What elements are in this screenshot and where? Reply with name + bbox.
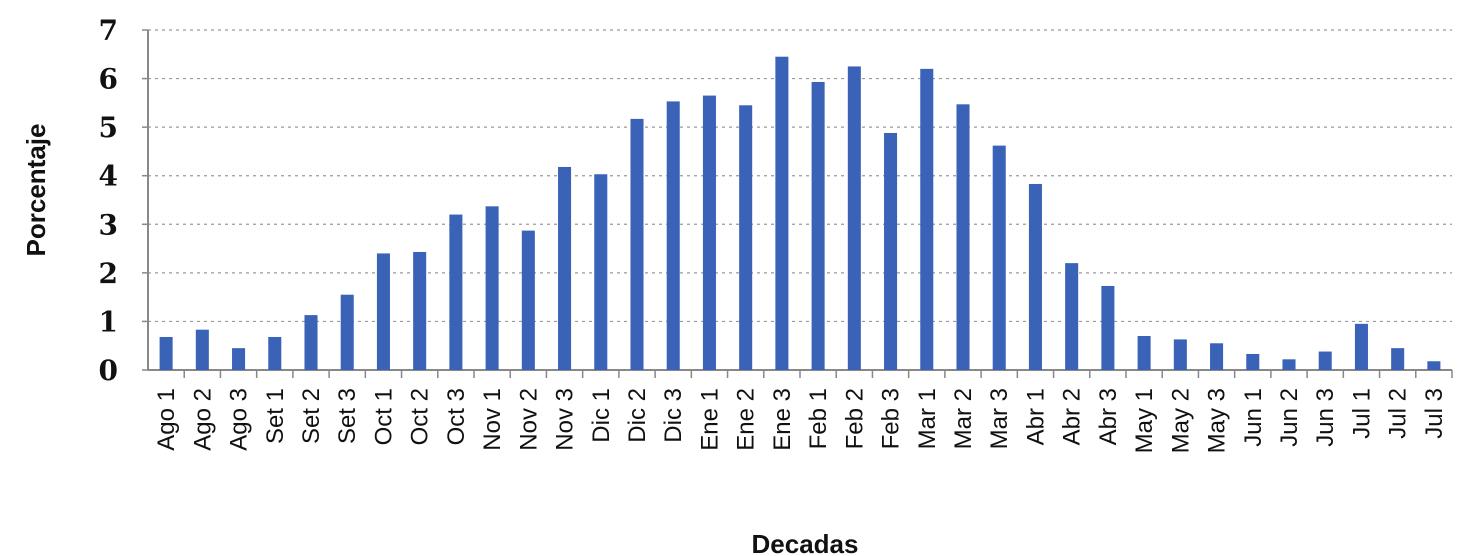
x-tick-label: Nov 3 <box>552 388 579 451</box>
x-tick-label: Feb 3 <box>878 388 905 449</box>
x-tick-label: Jul 1 <box>1348 388 1375 439</box>
bar <box>920 68 934 370</box>
x-tick-label: Oct 3 <box>443 388 470 445</box>
bar <box>340 294 354 370</box>
bar <box>449 214 463 370</box>
bar <box>413 251 427 370</box>
y-tick-label: 1 <box>99 305 118 338</box>
y-axis-title: Porcentaje <box>21 124 51 257</box>
bar <box>1101 285 1115 370</box>
x-tick-label: Set 2 <box>298 388 325 444</box>
x-tick-label: Abr 1 <box>1022 388 1049 445</box>
bar <box>1173 339 1187 370</box>
x-tick-label: Abr 2 <box>1059 388 1086 445</box>
x-tick-label: Ene 3 <box>769 388 796 451</box>
x-tick-label: Mar 2 <box>950 388 977 449</box>
bar <box>1065 263 1079 370</box>
x-tick-marks <box>183 370 1453 378</box>
x-tick-label: Mar 1 <box>914 388 941 449</box>
x-tick-label: Jun 1 <box>1240 388 1267 447</box>
x-tick-label: Set 3 <box>334 388 361 444</box>
x-tick-label: May 3 <box>1204 388 1231 453</box>
bars <box>159 56 1441 371</box>
x-tick-label: May 2 <box>1167 388 1194 453</box>
x-tick-label: Nov 2 <box>515 388 542 451</box>
x-tick-labels: Ago 1 Ago 2 Ago 3 Set 1 Set 2 Set 3 Oct 1 Oct 2… <box>153 388 1448 453</box>
y-tick-label: 0 <box>99 354 118 387</box>
x-tick-label: Ene 2 <box>733 388 760 451</box>
y-tick-label: 5 <box>99 111 118 144</box>
x-tick-label: Feb 1 <box>805 388 832 449</box>
bar <box>1391 348 1405 370</box>
x-tick-label: Nov 1 <box>479 388 506 451</box>
bar <box>811 81 825 370</box>
x-tick-label: Ago 1 <box>153 388 180 451</box>
x-tick-label: May 1 <box>1131 388 1158 453</box>
bar <box>992 145 1006 370</box>
bar <box>739 105 753 371</box>
bar <box>376 253 390 370</box>
y-tick-label: 6 <box>99 63 118 96</box>
y-tick-label: 4 <box>99 160 118 193</box>
bar <box>268 336 282 370</box>
bar <box>630 118 644 370</box>
x-tick-label: Jun 3 <box>1312 388 1339 447</box>
bar <box>195 329 209 370</box>
x-tick-label: Dic 2 <box>624 388 651 443</box>
bar <box>1282 359 1296 370</box>
bar <box>1028 183 1042 370</box>
x-tick-label: Abr 3 <box>1095 388 1122 445</box>
x-axis-title: Decadas <box>752 529 859 556</box>
bar <box>521 230 535 370</box>
x-tick-label: Ago 3 <box>226 388 253 451</box>
bar <box>1318 351 1332 370</box>
bar <box>847 66 861 370</box>
x-tick-label: Dic 1 <box>588 388 615 443</box>
x-tick-label: Mar 3 <box>986 388 1013 449</box>
x-tick-label: Oct 1 <box>370 388 397 445</box>
bar <box>1427 361 1441 370</box>
x-tick-label: Ene 1 <box>696 388 723 451</box>
bar <box>956 104 970 371</box>
x-tick-label: Oct 2 <box>407 388 434 445</box>
x-tick-label: Jul 2 <box>1385 388 1412 439</box>
x-tick-label: Ago 2 <box>189 388 216 451</box>
y-tick-label: 7 <box>99 14 118 47</box>
x-tick-label: Feb 2 <box>841 388 868 449</box>
bar <box>1210 343 1224 370</box>
bar <box>594 174 608 370</box>
y-tick-label: 3 <box>99 208 118 241</box>
bar <box>775 56 789 370</box>
bar <box>232 348 246 370</box>
bar <box>485 206 499 370</box>
bar <box>884 132 898 370</box>
bar <box>304 315 318 370</box>
x-tick-label: Jun 2 <box>1276 388 1303 447</box>
x-tick-label: Jul 3 <box>1421 388 1448 439</box>
grid-lines <box>148 29 1452 323</box>
bar <box>558 166 572 370</box>
bar <box>1246 353 1260 370</box>
bar <box>702 95 716 371</box>
y-tick-labels: 0 1 2 3 4 5 6 7 <box>99 14 148 387</box>
y-tick-label: 2 <box>99 257 118 290</box>
bar <box>666 101 680 371</box>
x-tick-label: Set 1 <box>262 388 289 444</box>
bar <box>1354 323 1368 370</box>
bar <box>159 336 173 370</box>
bar <box>1137 336 1151 370</box>
x-tick-label: Dic 3 <box>660 388 687 443</box>
